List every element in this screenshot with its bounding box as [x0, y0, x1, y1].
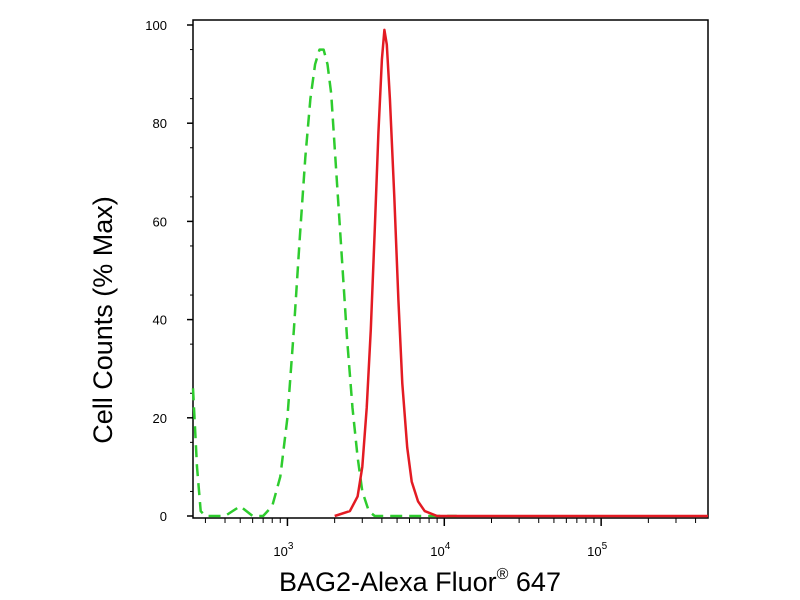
y-tick-label: 0 [160, 509, 167, 524]
series-layer [191, 28, 708, 518]
y-tick-label: 60 [153, 214, 167, 229]
y-axis: 0 20 40 60 80 100 [145, 18, 193, 524]
x-axis-label: BAG2-Alexa Fluor® 647 [279, 566, 561, 597]
y-tick-label: 100 [145, 18, 167, 33]
plot-border [192, 19, 709, 519]
x-tick-label-base: 10 [273, 544, 287, 559]
x-tick-label: 103 [273, 541, 293, 559]
y-tick-label: 20 [153, 411, 167, 426]
series-1-line [334, 28, 708, 518]
x-tick-label-exponent: 4 [445, 541, 451, 552]
x-axis-label-suffix: 647 [508, 567, 561, 597]
y-tick-label: 40 [153, 313, 167, 328]
x-axis: 103 104 105 [204, 518, 697, 559]
x-tick-label-exponent: 3 [288, 541, 294, 552]
x-tick-label: 104 [430, 541, 450, 559]
plot-frame [192, 19, 709, 519]
x-tick-label-base: 10 [587, 544, 601, 559]
x-tick-label-exponent: 5 [602, 541, 608, 552]
y-axis-label: Cell Counts (% Max) [88, 196, 118, 444]
y-tick-label: 80 [153, 116, 167, 131]
x-axis-label-main: BAG2-Alexa Fluor [279, 567, 497, 597]
x-tick-label: 105 [587, 541, 607, 559]
series-0-line [191, 48, 457, 518]
x-axis-label-superscript: ® [497, 566, 509, 583]
x-tick-label-base: 10 [430, 544, 444, 559]
